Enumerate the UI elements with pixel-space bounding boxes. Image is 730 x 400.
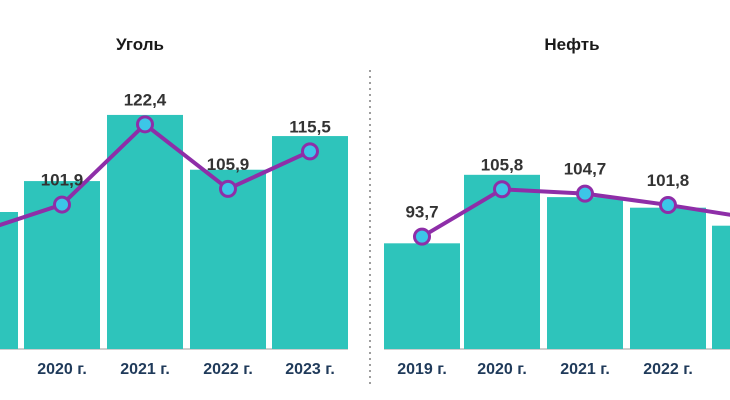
coal-chart-title: Уголь <box>116 35 164 54</box>
coal-tick-label-5: 2023 г. <box>285 361 335 378</box>
oil-data-label-4: 101,8 <box>647 171 690 190</box>
coal-bar-1 <box>0 212 18 349</box>
oil-tick-label-2: 2020 г. <box>477 361 527 378</box>
coal-tick-label-3: 2021 г. <box>120 361 170 378</box>
coal-marker-3 <box>136 115 154 134</box>
coal-bar-5 <box>272 136 348 349</box>
oil-data-label-2: 105,8 <box>481 155 524 174</box>
oil-bar-4 <box>630 207 706 349</box>
oil-data-label-3: 104,7 <box>564 160 607 179</box>
oil-bar-2 <box>464 174 540 349</box>
oil-tick-label-4: 2022 г. <box>643 361 693 378</box>
coal-data-label-4: 105,9 <box>207 155 250 174</box>
oil-bar-5 <box>712 225 730 349</box>
oil-bar-3 <box>547 197 623 349</box>
coal-marker-5 <box>301 142 319 161</box>
coal-data-label-5: 115,5 <box>289 117 331 136</box>
coal-marker-4 <box>219 179 237 198</box>
coal-data-label-2: 101,9 <box>41 171 84 190</box>
coal-tick-label-4: 2022 г. <box>203 361 253 378</box>
oil-marker-3 <box>576 184 594 203</box>
oil-marker-2 <box>493 180 511 199</box>
coal-bar-4 <box>190 169 266 349</box>
oil-marker-4 <box>659 195 677 214</box>
coal-tick-label-2: 2020 г. <box>37 361 87 378</box>
oil-data-label-1: 93,7 <box>405 203 438 222</box>
coal-bar-3 <box>107 114 183 349</box>
coal-marker-2 <box>53 195 71 214</box>
oil-chart-title: Нефть <box>544 35 599 54</box>
oil-tick-label-1: 2019 г. <box>397 361 447 378</box>
oil-tick-label-3: 2021 г. <box>560 361 610 378</box>
oil-marker-1 <box>413 227 431 246</box>
coal-data-label-3: 122,4 <box>124 90 167 109</box>
oil-bar-1 <box>384 243 460 349</box>
